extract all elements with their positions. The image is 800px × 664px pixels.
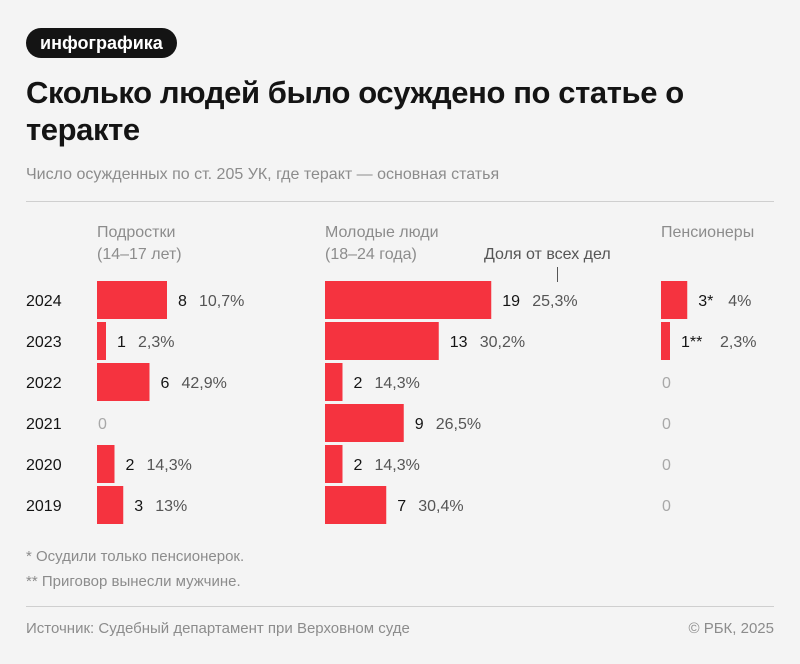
value-label-young-2020: 2 [354, 457, 363, 474]
share-label-young-2024: 25,3% [532, 293, 577, 310]
footnote-1: * Осудили только пенсионерок. [26, 548, 245, 565]
bar-pensioners-2024 [661, 281, 688, 319]
chart-subtitle: Число осужденных по ст. 205 УК, где тера… [26, 166, 500, 183]
bar-teens-2023 [97, 322, 106, 360]
bar-young-2023 [325, 322, 439, 360]
share-label-teens-2023: 2,3% [138, 334, 174, 351]
value-label-pensioners-2021: 0 [662, 416, 671, 433]
source-note: Источник: Судебный департамент при Верхо… [26, 620, 410, 637]
bar-young-2020 [325, 445, 343, 483]
share-label-pensioners-2024: 4% [728, 293, 751, 310]
year-label-2024: 2024 [26, 293, 62, 310]
column-header-young-name: Молодые люди [325, 224, 439, 241]
year-label-2020: 2020 [26, 457, 62, 474]
bar-young-2021 [325, 404, 404, 442]
share-label-young-2020: 14,3% [375, 457, 420, 474]
year-label-2019: 2019 [26, 498, 62, 515]
value-label-teens-2022: 6 [161, 375, 170, 392]
bottom-divider [26, 606, 774, 607]
share-label-tick [557, 267, 558, 282]
share-label-young-2023: 30,2% [480, 334, 525, 351]
bar-teens-2019 [97, 486, 124, 524]
value-label-young-2019: 7 [397, 498, 406, 515]
value-label-teens-2021: 0 [98, 416, 107, 433]
infographic-badge: инфографика [26, 28, 177, 58]
share-label-young-2019: 30,4% [418, 498, 463, 515]
value-label-young-2021: 9 [415, 416, 424, 433]
value-label-pensioners-2023: 1** [681, 334, 702, 351]
share-label-pensioners-2023: 2,3% [720, 334, 756, 351]
bar-teens-2020 [97, 445, 115, 483]
share-label-teens-2024: 10,7% [199, 293, 244, 310]
share-label-teens-2022: 42,9% [182, 375, 227, 392]
value-label-young-2022: 2 [354, 375, 363, 392]
page-title: Сколько людей было осуждено по статье о … [26, 75, 684, 147]
value-label-teens-2020: 2 [126, 457, 135, 474]
value-label-young-2024: 19 [502, 293, 520, 310]
bar-young-2022 [325, 363, 343, 401]
column-header-pensioners: Пенсионеры [661, 222, 754, 244]
bar-teens-2022 [97, 363, 150, 401]
value-label-pensioners-2020: 0 [662, 457, 671, 474]
share-label-young-2021: 26,5% [436, 416, 481, 433]
share-label-teens-2020: 14,3% [147, 457, 192, 474]
year-label-2022: 2022 [26, 375, 62, 392]
footnote-2: ** Приговор вынесли мужчине. [26, 573, 241, 590]
bar-young-2024 [325, 281, 492, 319]
share-label: Доля от всех дел [484, 246, 611, 263]
value-label-pensioners-2022: 0 [662, 375, 671, 392]
year-label-2021: 2021 [26, 416, 62, 433]
value-label-teens-2019: 3 [134, 498, 143, 515]
share-label-young-2022: 14,3% [375, 375, 420, 392]
value-label-pensioners-2019: 0 [662, 498, 671, 515]
column-header-teens-age: (14–17 лет) [97, 246, 182, 263]
column-header-teens-name: Подростки [97, 224, 176, 241]
column-header-pensioners-name: Пенсионеры [661, 224, 755, 241]
year-label-2023: 2023 [26, 334, 62, 351]
value-label-pensioners-2024: 3* [698, 293, 713, 310]
bar-young-2019 [325, 486, 387, 524]
column-header-young-age: (18–24 года) [325, 246, 417, 263]
value-label-teens-2024: 8 [178, 293, 187, 310]
top-divider [26, 201, 774, 202]
column-header-teens: Подростки (14–17 лет) [97, 222, 182, 266]
column-header-young: Молодые люди (18–24 года) [325, 222, 439, 266]
copyright: © РБК, 2025 [688, 620, 774, 637]
value-label-teens-2023: 1 [117, 334, 126, 351]
bar-pensioners-2023 [661, 322, 670, 360]
value-label-young-2023: 13 [450, 334, 468, 351]
bar-teens-2024 [97, 281, 167, 319]
share-label-teens-2019: 13% [155, 498, 187, 515]
